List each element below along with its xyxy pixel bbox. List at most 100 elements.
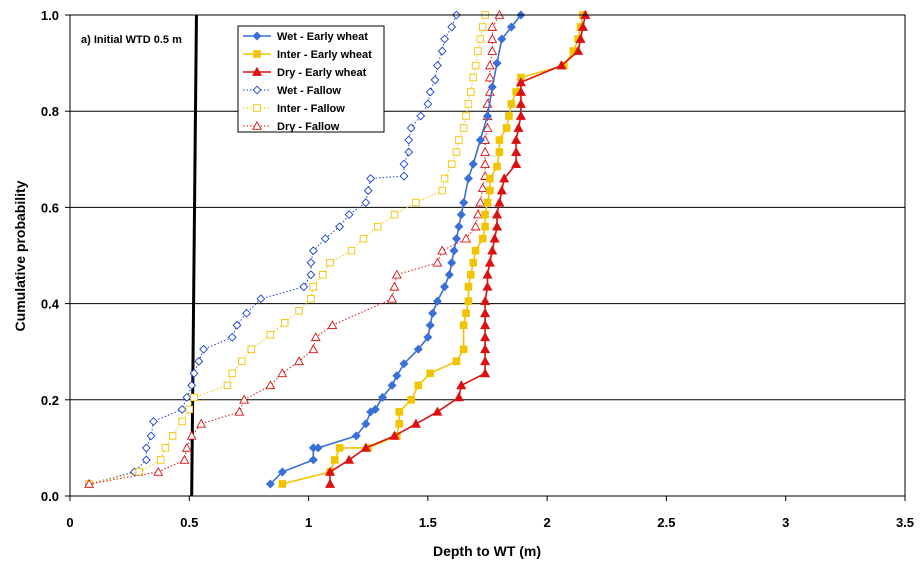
series-1-point-23 (483, 198, 492, 207)
legend-marker-1 (253, 50, 261, 58)
legend-marker-4 (253, 104, 261, 112)
series-0-point-21 (449, 246, 459, 256)
series-2-point-1 (324, 466, 336, 476)
series-2-point-2 (344, 454, 355, 464)
series-4-point-29 (459, 124, 468, 132)
series-4-point-27 (452, 148, 461, 156)
series-0-point-16 (428, 308, 438, 318)
series-3-point-36 (437, 46, 447, 56)
series-2-point-26 (511, 158, 522, 168)
series-4-point-22 (390, 210, 399, 219)
series-0-point-18 (440, 282, 450, 292)
series-5-point-3 (181, 442, 192, 452)
series-2-point-6 (432, 406, 443, 416)
series-5-point-21 (472, 209, 483, 219)
series-4-point-6 (185, 405, 194, 414)
series-5-point-26 (480, 146, 491, 156)
series-3-point-26 (399, 171, 409, 181)
series-4-point-2 (156, 456, 165, 464)
series-4-point-34 (471, 61, 480, 70)
series-5-point-7 (239, 394, 250, 404)
series-4-point-21 (374, 222, 382, 231)
y-axis-ticks: 0.0 0.2 0.4 0.6 0.8 1.0 (41, 8, 70, 504)
series-3-point-17 (306, 270, 316, 280)
series-5-point-8 (265, 380, 276, 390)
series-4-point-9 (228, 369, 236, 378)
series-4-point-5 (178, 417, 186, 426)
series-3-point-24 (363, 186, 373, 196)
series-4-point-18 (326, 258, 334, 267)
series-3-point-7 (182, 392, 192, 402)
series-1-point-11 (452, 357, 461, 366)
x-tick-label-7: 3.5 (896, 515, 914, 530)
series-1-point-28 (495, 136, 504, 144)
series-4-point-23 (412, 198, 420, 207)
legend-label-2: Dry - Early wheat (277, 67, 367, 79)
series-3-point-9 (189, 368, 199, 378)
series-5-point-19 (461, 233, 471, 243)
series-2-point-14 (480, 307, 491, 318)
y-tick-label-1: 0.2 (41, 393, 59, 408)
series-5-point-4 (186, 430, 197, 440)
series-2-point-10 (480, 356, 491, 366)
series-4-point-1 (135, 468, 143, 476)
series-1-point-29 (502, 124, 511, 132)
series-4-point-16 (309, 283, 318, 291)
series-5-point-11 (308, 344, 319, 354)
series-4-point-26 (447, 160, 456, 168)
y-axis-title: Cumulative probability (12, 180, 28, 331)
series-1-point-10 (426, 369, 435, 378)
series-2-point-36 (575, 33, 586, 43)
series-3-point-20 (320, 234, 330, 244)
series-3-point-23 (361, 198, 371, 208)
series-2-point-5 (410, 418, 421, 428)
y-tick-label-0: 0.0 (41, 489, 59, 504)
series-4-point-37 (478, 23, 487, 31)
series-4-point-31 (464, 100, 473, 108)
series-1-point-24 (486, 186, 494, 195)
x-axis-title: Depth to WT (m) (433, 543, 541, 559)
series-1-point-0 (278, 480, 287, 488)
series-5-point-14 (387, 293, 398, 303)
series-2-point-13 (480, 320, 491, 330)
series-2-point-18 (484, 257, 495, 267)
series-0-point-31 (492, 58, 502, 68)
series-0-point-29 (482, 111, 493, 121)
legend-marker-5 (252, 120, 262, 130)
series-0-point-26 (463, 174, 473, 184)
series-4-point-4 (168, 432, 177, 440)
initial-wtd-line (190, 14, 198, 497)
series-5-point-15 (389, 281, 400, 291)
series-3-point-38 (447, 22, 457, 32)
series-5-point-28 (482, 122, 493, 132)
series-1-point-9 (414, 381, 423, 390)
series-5-point-25 (480, 158, 491, 168)
series-4-point-3 (161, 444, 170, 452)
series-0-point-22 (451, 234, 461, 244)
series-4-point-12 (266, 331, 275, 339)
series-4-point-33 (469, 73, 477, 82)
series-0-point-11 (392, 371, 402, 381)
x-axis-ticks: 0 0.5 1 1.5 2 2.5 3 3.5 (66, 496, 914, 530)
series-2-point-16 (482, 281, 493, 291)
legend-label-5: Dry - Fallow (277, 121, 340, 133)
series-1-point-26 (493, 162, 501, 171)
legend: Wet - Early wheat Inter - Early wheat Dry … (237, 25, 385, 133)
legend-marker-0 (252, 31, 262, 41)
series-3-point-37 (440, 34, 449, 44)
reference-line-layer (190, 14, 198, 497)
series-2-point-4 (389, 430, 400, 440)
series-1-point-21 (481, 222, 489, 231)
series-2-point-27 (511, 146, 522, 156)
series-1-point-3 (335, 444, 344, 452)
series-5-point-18 (437, 245, 448, 255)
series-3-point-18 (306, 258, 316, 268)
series-2-point-34 (556, 60, 567, 70)
series-5-point-16 (391, 269, 402, 279)
series-3-point-2 (141, 455, 151, 465)
series-3-point-6 (177, 404, 187, 414)
series-3-point-25 (366, 174, 376, 183)
series-1-point-6 (395, 420, 404, 428)
legend-label-1: Inter - Early wheat (277, 49, 372, 61)
